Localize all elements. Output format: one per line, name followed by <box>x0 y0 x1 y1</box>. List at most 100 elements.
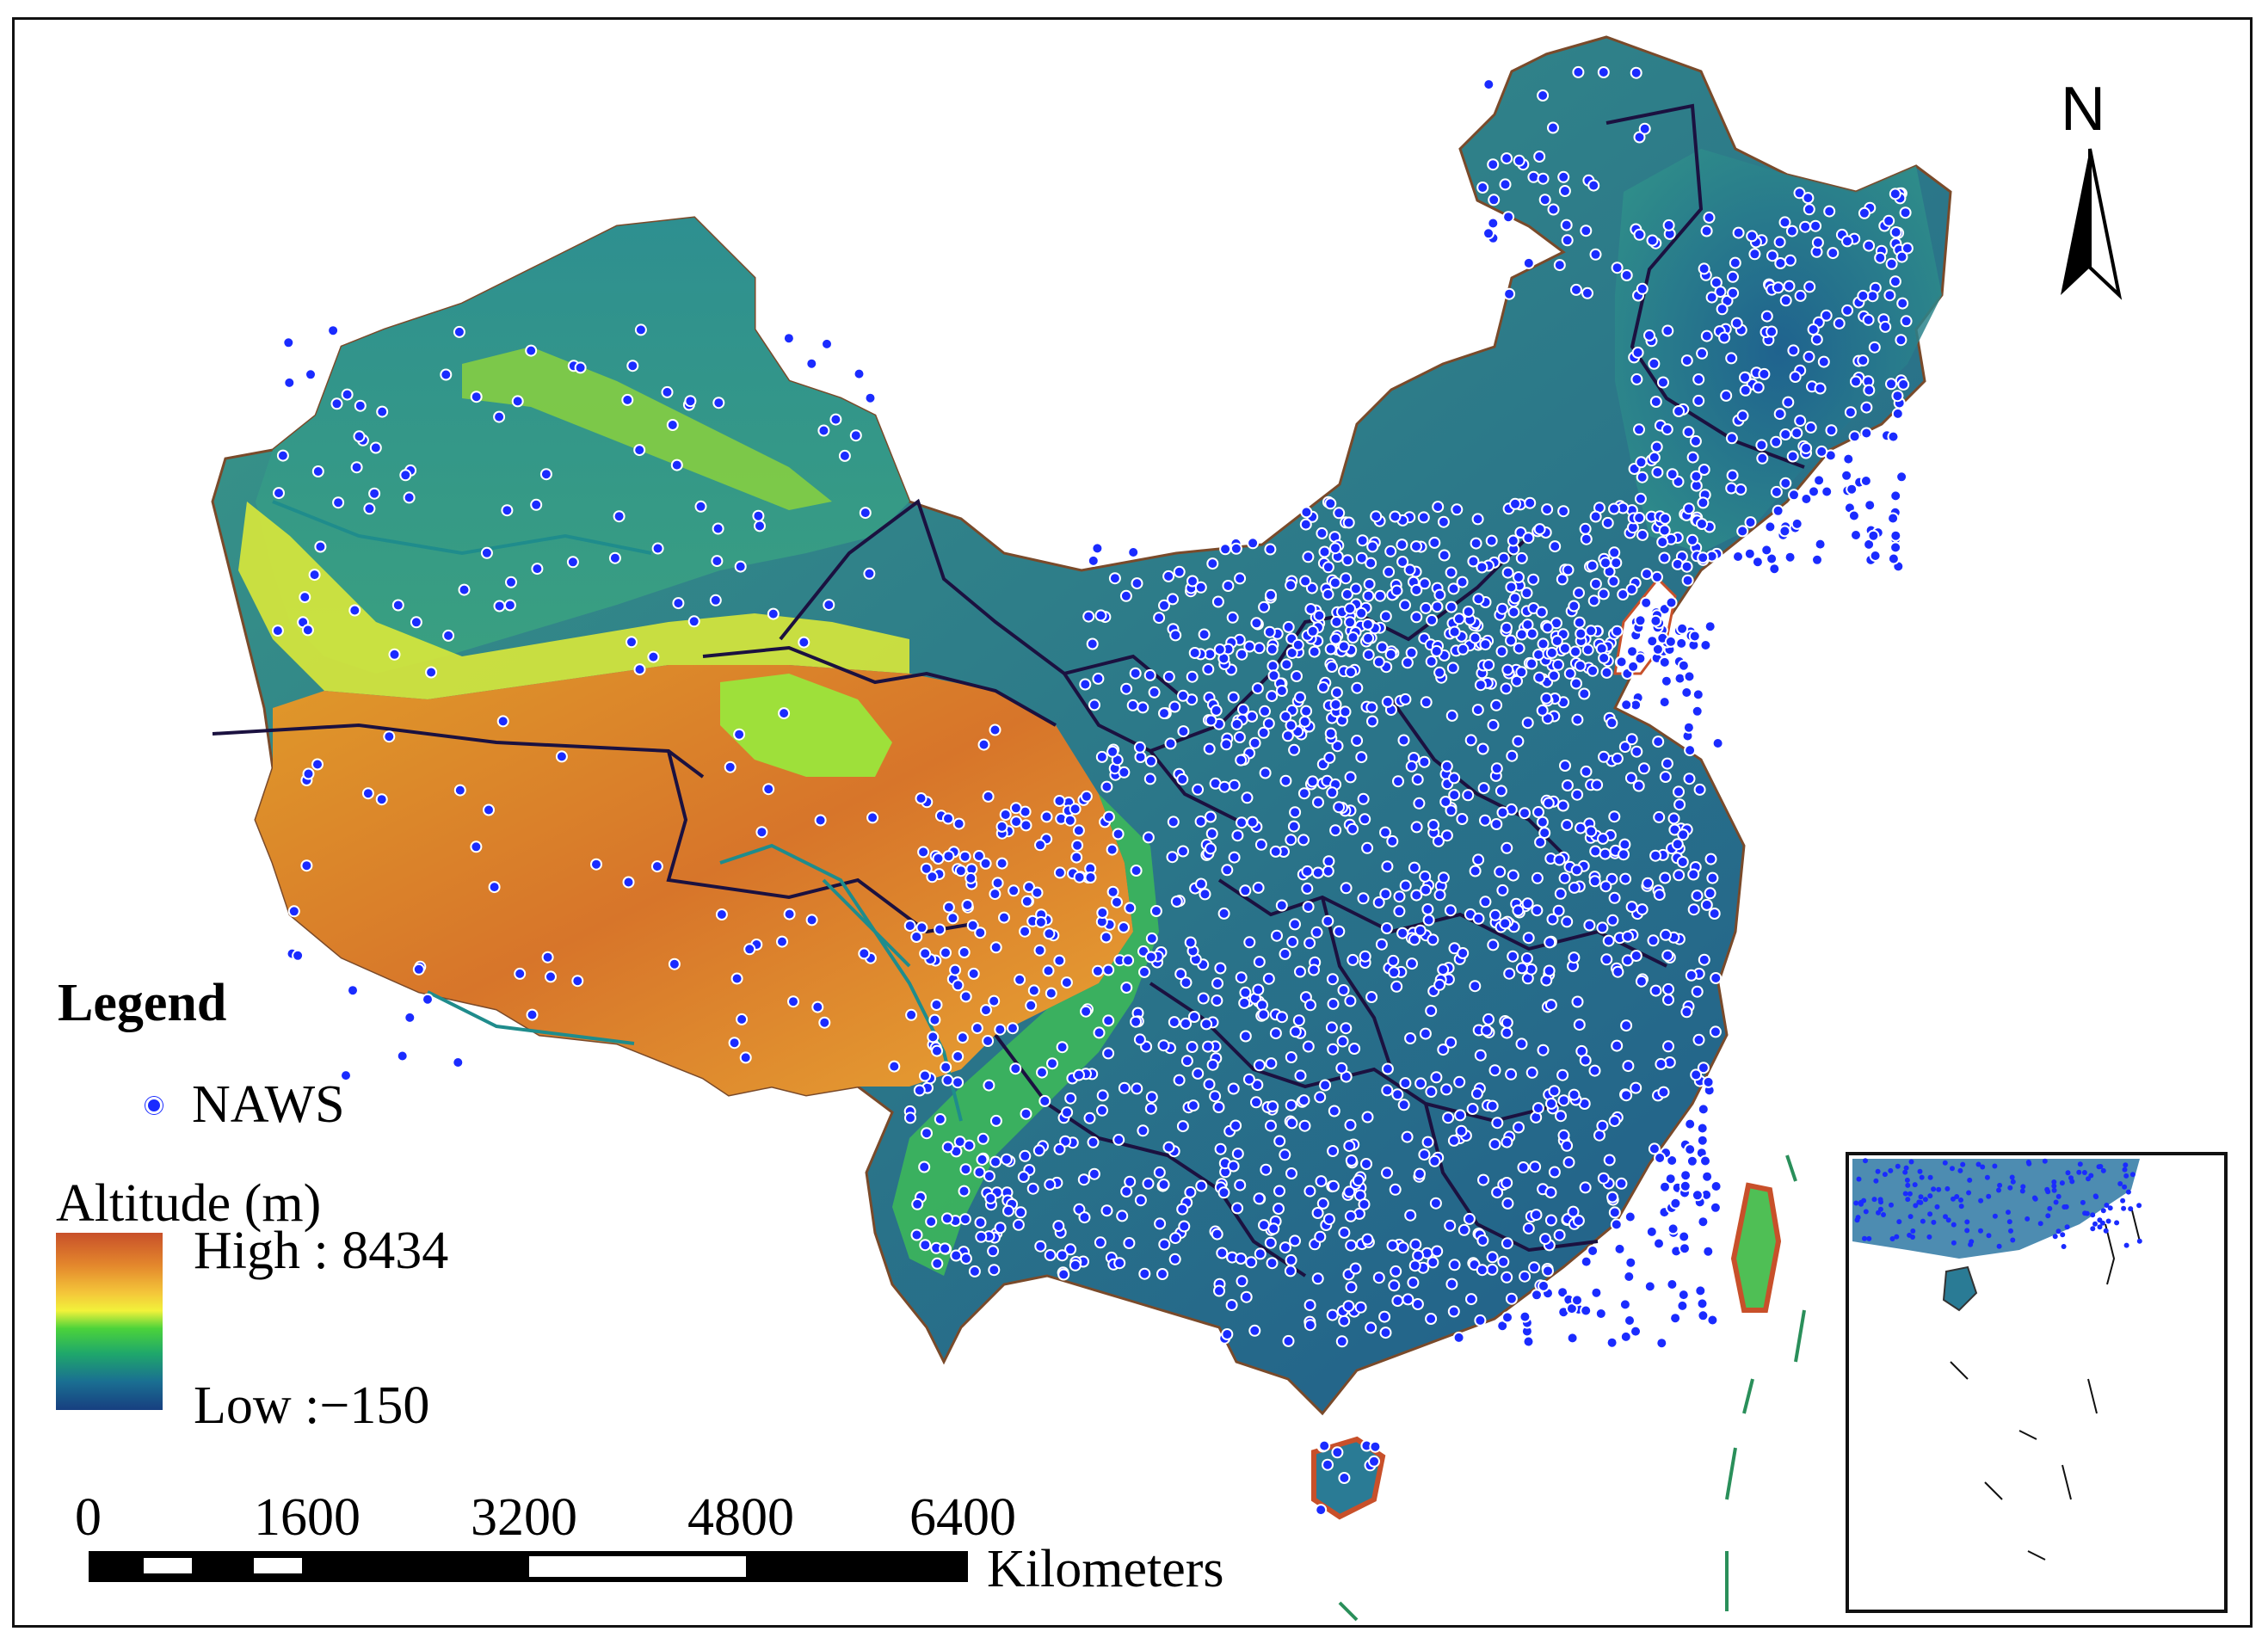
station-dot <box>391 599 404 612</box>
station-dot <box>1082 610 1095 623</box>
station-dot <box>1100 931 1112 944</box>
station-dot <box>672 597 685 610</box>
station-dot <box>919 1069 931 1082</box>
station-dot <box>1579 522 1592 535</box>
station-dot <box>300 859 313 872</box>
station-dot <box>1242 1073 1255 1086</box>
station-dot <box>1726 469 1739 482</box>
station-dot <box>1497 551 1510 564</box>
inset-station-dot <box>2093 1194 2099 1200</box>
inset-station-dot <box>2009 1174 2015 1180</box>
station-dot <box>1248 1324 1261 1337</box>
inset-station-dot <box>1910 1228 1916 1234</box>
station-dot <box>273 487 285 500</box>
station-dot <box>1546 913 1559 926</box>
station-dot <box>1131 1082 1143 1095</box>
inset-station-dot <box>1905 1182 1911 1188</box>
station-dot <box>910 1228 923 1241</box>
station-dot <box>1233 731 1246 743</box>
station-dot <box>1447 582 1460 595</box>
station-dot <box>1810 333 1823 346</box>
station-dot <box>917 846 930 859</box>
station-dot <box>1532 1102 1544 1115</box>
station-dot <box>1421 1136 1434 1148</box>
station-dot <box>1315 1504 1328 1517</box>
station-dot <box>684 395 697 408</box>
station-dot <box>1472 912 1485 925</box>
station-dot <box>1651 643 1664 656</box>
inset-station-dot <box>2008 1228 2013 1234</box>
station-dot <box>1630 66 1642 79</box>
station-dot <box>1227 691 1240 704</box>
station-dot <box>755 826 768 839</box>
station-dot <box>1080 790 1093 803</box>
station-dot <box>1586 559 1599 572</box>
station-dot <box>1705 291 1718 304</box>
station-dot <box>989 1155 1001 1168</box>
inset-station-dot <box>1944 1185 1951 1191</box>
station-dot <box>1453 1075 1466 1088</box>
station-dot <box>1387 954 1400 967</box>
station-dot <box>1162 670 1175 683</box>
station-dot <box>982 1035 995 1047</box>
station-dot <box>1431 600 1444 613</box>
station-dot <box>1195 1179 1208 1192</box>
station-dot <box>1303 1185 1316 1197</box>
station-dot <box>918 1161 931 1173</box>
station-dot <box>1383 565 1396 578</box>
station-dot <box>1789 371 1802 383</box>
station-dot <box>1357 792 1370 805</box>
inset-station-dot <box>2098 1164 2104 1169</box>
station-dot <box>1044 1178 1057 1191</box>
station-dot <box>1401 1130 1414 1143</box>
station-dot <box>1736 409 1749 422</box>
station-dot <box>1655 1337 1668 1350</box>
station-dot <box>811 1000 824 1013</box>
station-dot <box>1084 871 1097 883</box>
station-dot <box>1648 1142 1661 1155</box>
station-dot <box>1515 1037 1528 1050</box>
station-dot <box>350 461 363 474</box>
station-dot <box>1333 507 1346 520</box>
station-dot <box>1349 1262 1362 1275</box>
station-dot <box>1676 622 1689 635</box>
station-dot <box>1624 1256 1637 1269</box>
station-dot <box>1530 1209 1543 1222</box>
station-dot <box>1289 1234 1301 1247</box>
northeast-region <box>1615 149 1942 553</box>
station-dot <box>1585 825 1598 838</box>
station-dot <box>1823 205 1836 218</box>
station-dot <box>1860 427 1873 440</box>
station-dot <box>1053 1142 1066 1155</box>
inset-station-dot <box>2047 1205 2053 1211</box>
station-dot <box>480 546 493 559</box>
station-dot <box>668 957 681 970</box>
station-dot <box>1056 1249 1069 1262</box>
station-dot <box>1405 760 1418 773</box>
station-dot <box>1859 475 1872 487</box>
station-dot <box>1500 682 1513 695</box>
station-dot <box>982 790 995 803</box>
station-dot <box>1444 904 1457 917</box>
station-dot <box>1568 951 1581 964</box>
station-dot <box>966 919 979 932</box>
station-dot <box>1012 1218 1025 1231</box>
station-dot <box>1375 938 1388 951</box>
station-dot <box>1630 745 1643 758</box>
station-dot <box>952 1076 965 1089</box>
station-dot <box>308 569 321 582</box>
station-dot <box>1482 1013 1495 1025</box>
station-dot <box>1862 313 1875 326</box>
station-dot <box>1482 227 1495 240</box>
station-dot <box>1250 617 1263 630</box>
station-dot <box>1337 640 1350 653</box>
station-dot <box>968 1265 981 1278</box>
station-dot <box>1454 1109 1467 1122</box>
station-dot <box>1102 810 1115 823</box>
station-dot <box>734 560 747 573</box>
station-dot <box>1661 949 1674 962</box>
inset-station-dot <box>2090 1226 2096 1232</box>
station-dot <box>1073 871 1086 883</box>
station-dot <box>934 1113 946 1125</box>
station-dot <box>1596 1119 1609 1132</box>
